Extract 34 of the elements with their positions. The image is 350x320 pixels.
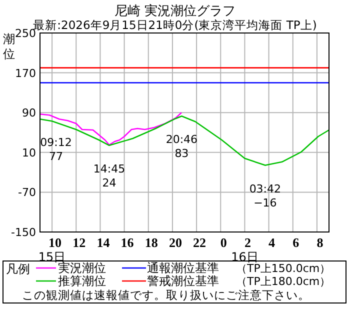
- y-tick-label: 170: [15, 66, 36, 80]
- x-tick-label: 2: [244, 235, 251, 250]
- x-tick-label: 0: [220, 235, 227, 250]
- y-axis-title: 潮位: [3, 32, 15, 61]
- y-tick-label: -150: [11, 226, 36, 239]
- x-tick-label: 18: [144, 235, 158, 250]
- annotation: 20:46 83: [166, 133, 198, 160]
- legend-label: 警戒潮位基準: [147, 274, 219, 288]
- y-tick-label: -70: [18, 186, 36, 200]
- text: この観測値は速報値です。取り扱いにご注意下さい。: [22, 288, 310, 302]
- y-tick-label: 250: [15, 27, 36, 40]
- legend-label: 実況潮位: [58, 261, 106, 275]
- chart-title: 尼崎 実況潮位グラフ: [114, 3, 236, 19]
- text: （TP上180.0cm）: [236, 275, 331, 288]
- x-tick-label: 10: [48, 235, 62, 250]
- y-tick-label: 90: [22, 106, 36, 120]
- x-tick-label: 8: [316, 235, 324, 250]
- annotation: 09:12 77: [40, 136, 72, 164]
- text: （TP上150.0cm）: [236, 262, 331, 275]
- annotation: 03:42 −16: [249, 182, 282, 210]
- x-tick-label: 12: [72, 235, 86, 250]
- annotation: 14:45 24: [93, 162, 126, 190]
- legend-label: 通報潮位基準: [147, 261, 219, 275]
- x-tick-label: 6: [292, 235, 300, 250]
- x-tick-label: 22: [193, 235, 206, 250]
- chart-subtitle: 最新:2026年9月15日21時0分(東京湾平均海面 TP上): [33, 18, 317, 32]
- line-series: [39, 115, 330, 166]
- legend-title: 凡例: [6, 262, 30, 276]
- x-tick-label: 20: [168, 235, 182, 250]
- legend-label: 推算潮位: [58, 274, 106, 288]
- y-tick-label: 10: [22, 146, 36, 160]
- x-tick-label: 16: [120, 235, 134, 250]
- x-tick-label: 14: [96, 235, 110, 250]
- x-tick-label: 4: [268, 235, 276, 250]
